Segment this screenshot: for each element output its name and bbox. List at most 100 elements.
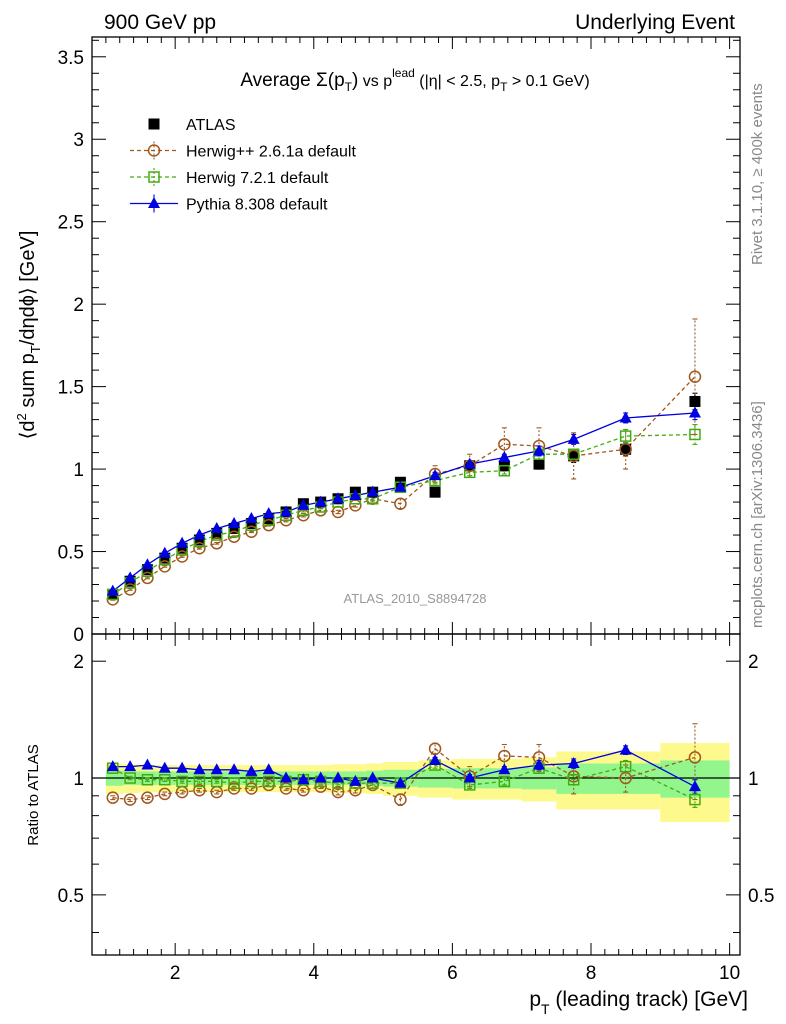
ratio-herwig7-point-1	[124, 772, 136, 784]
title-sub-t: T	[345, 80, 353, 94]
legend-marker-1	[147, 144, 161, 157]
main-atlas-point-8	[245, 518, 257, 530]
top-y-axis-label: ⟨d2 sum pT/dηdϕ⟩ [GeV]	[14, 231, 43, 440]
ratio-herwig-point-3	[158, 787, 172, 801]
title-cut-open: (|η| < 2.5, p	[415, 73, 500, 90]
main-herwig7-point-19	[498, 464, 511, 477]
ratio-herwig7-point-4	[176, 775, 188, 788]
ratio-herwig-point-10	[279, 782, 293, 795]
ratio-herwig-point-8	[245, 782, 258, 795]
x-tick-label-3: 8	[586, 963, 597, 984]
main-atlas-point-3	[159, 552, 171, 564]
ratio-herwig7-point-21	[567, 773, 580, 786]
main-atlas-point-17	[429, 486, 441, 498]
main-herwig7-point-23	[689, 428, 701, 441]
main-pythia-point-17	[429, 469, 442, 481]
main-atlas-point-6	[211, 527, 223, 539]
main-atlas-point-20	[533, 458, 545, 470]
ratio-pythia-point-19	[498, 763, 511, 775]
main-atlas-point-9	[263, 513, 275, 525]
ratio-pythia-point-12	[314, 771, 327, 783]
main-pythia-point-11	[297, 498, 310, 510]
series-lines	[112, 376, 696, 801]
main-atlas-point-5	[193, 534, 205, 546]
ratio-pythia-point-22	[619, 743, 632, 755]
ratio-pythia-point-16	[394, 776, 407, 788]
main-herwig-point-6	[210, 537, 223, 550]
ratio-herwig-point-23	[688, 751, 702, 764]
main-atlas-point-22	[620, 443, 632, 455]
main-plot-title: Average Σ(pT) vs plead (|η| < 2.5, pT > …	[240, 66, 589, 94]
ratio-herwig7-point-9	[262, 775, 275, 788]
ratio-pythia-point-17	[429, 753, 442, 765]
analysis-id-watermark: ATLAS_2010_S8894728	[344, 591, 487, 606]
main-pythia-point-23	[688, 406, 701, 418]
legend-label-3: Pythia 8.308 default	[186, 197, 328, 214]
ratio-pythia-point-14	[349, 774, 362, 786]
ratio-herwig7-point-2	[141, 773, 154, 786]
ratio-pythia-point-5	[193, 763, 206, 775]
ratio-pythia-point-9	[262, 763, 275, 775]
ratio-herwig7-point-7	[228, 777, 240, 789]
main-pythia-point-0	[106, 584, 119, 596]
legend-marker-0	[148, 118, 160, 130]
main-herwig-point-16	[394, 497, 407, 510]
top-y-tick-label-6: 3	[73, 130, 84, 151]
main-pythia-line	[112, 412, 696, 592]
ratio-herwig-point-1	[123, 793, 137, 806]
main-herwig7-point-21	[567, 448, 580, 460]
main-pythia-point-12	[314, 495, 327, 507]
ratio-pythia-point-11	[297, 773, 310, 785]
main-pythia-point-8	[245, 512, 258, 524]
ratio-pythia-point-23	[688, 780, 701, 792]
ratio-y-tick-label-left-1: 1	[73, 769, 84, 790]
ratio-herwig7-point-23	[689, 793, 701, 806]
legend-label-0: ATLAS	[186, 117, 236, 134]
top-y-tick-label-2: 1	[73, 460, 84, 481]
top-y-tick-label-7: 3.5	[58, 48, 84, 69]
ratio-y-tick-label-right-0: 0.5	[748, 886, 774, 907]
ratio-herwig-point-22	[619, 771, 632, 785]
main-pythia-point-2	[141, 558, 154, 570]
ratio-herwig7-point-8	[245, 775, 258, 788]
ratio-pythia-point-10	[280, 771, 293, 783]
main-pythia-point-10	[280, 505, 293, 517]
ratio-pythia-point-6	[210, 763, 223, 775]
main-pythia-point-1	[124, 571, 137, 583]
ratio-uncertainty-bands	[92, 743, 740, 823]
x-axis-label: pT (leading track) [GeV]	[529, 988, 748, 1017]
x-tick-label-0: 2	[170, 963, 181, 984]
main-atlas-point-7	[228, 522, 240, 534]
ratio-pythia-point-0	[106, 760, 119, 772]
legend-label-2: Herwig 7.2.1 default	[186, 170, 329, 187]
data-markers	[106, 370, 702, 806]
top-y-tick-label-3: 1.5	[58, 378, 84, 399]
ratio-pythia-point-13	[332, 771, 345, 783]
ratio-y-tick-label-right-2: 2	[748, 652, 759, 673]
title-cut-sub-t: T	[500, 80, 508, 94]
ratio-y-tick-label-right-1: 1	[748, 769, 759, 790]
main-pythia-point-18	[463, 457, 476, 469]
title-sup-lead: lead	[392, 66, 415, 80]
main-pythia-point-3	[158, 546, 171, 558]
ratio-pythia-point-15	[366, 771, 379, 783]
title-sigma: Σ(p	[316, 70, 345, 91]
main-atlas-point-21	[568, 450, 580, 462]
error-bars	[110, 318, 698, 808]
x-tick-label-4: 10	[719, 963, 740, 984]
main-herwig7-point-22	[619, 430, 632, 442]
ratio-herwig7-point-6	[210, 775, 223, 788]
ratio-pythia-point-1	[124, 760, 137, 772]
legend-marker-2	[148, 171, 160, 183]
ratio-herwig7-point-19	[498, 775, 511, 788]
axes: 2 4 6 8 10 0 0.5 1 1.5 2 2.5 3 3.5 0.5 0.5 1 1 2 2	[58, 36, 774, 984]
title-average: Average	[240, 70, 316, 91]
top-y-tick-label-0: 0	[73, 625, 84, 646]
ratio-pythia-point-20	[533, 758, 546, 770]
ratio-herwig7-point-3	[159, 773, 171, 786]
main-atlas-point-4	[176, 542, 188, 554]
ratio-pythia-point-4	[176, 761, 189, 773]
main-herwig-point-4	[175, 550, 189, 563]
main-pythia-point-7	[228, 517, 241, 529]
ratio-pythia-point-8	[245, 764, 258, 776]
